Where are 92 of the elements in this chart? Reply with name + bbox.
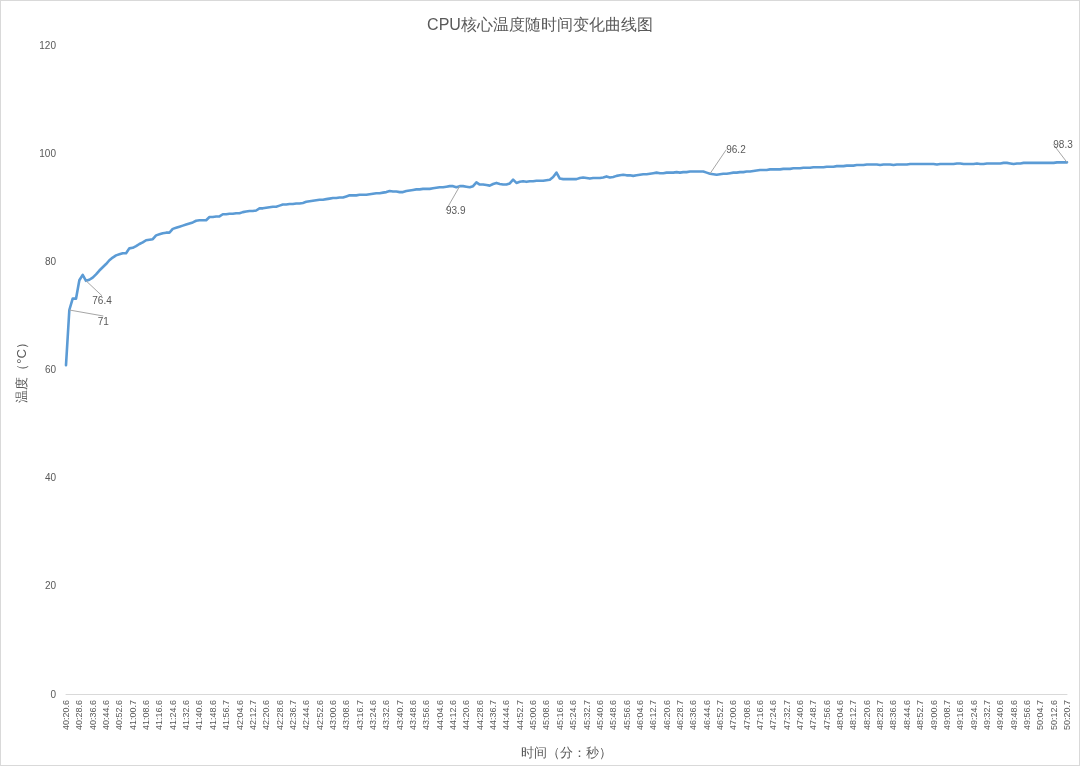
x-tick-label: 42:36.7 xyxy=(287,700,298,731)
data-label: 71 xyxy=(97,315,110,327)
x-tick-label: 46:20.6 xyxy=(661,700,672,731)
x-tick-label: 46:44.6 xyxy=(701,700,712,731)
x-tick-label: 48:12.7 xyxy=(848,700,859,731)
x-tick-label: 48:36.6 xyxy=(888,700,899,731)
y-axis-title: 温度（°C） xyxy=(14,336,30,403)
x-axis-title: 时间（分：秒） xyxy=(521,745,612,760)
x-tick-label: 41:08.6 xyxy=(141,700,152,731)
y-tick-label: 40 xyxy=(44,472,57,484)
x-tick-label: 50:04.7 xyxy=(1035,700,1046,731)
x-tick-label: 45:24.6 xyxy=(568,700,579,731)
x-tick-label: 45:40.6 xyxy=(594,700,605,731)
x-tick-label: 49:48.6 xyxy=(1008,700,1019,731)
x-tick-label: 45:16.6 xyxy=(554,700,565,731)
y-tick-label: 0 xyxy=(50,688,57,700)
x-tick-label: 49:08.7 xyxy=(941,700,952,731)
x-tick-label: 50:12.6 xyxy=(1048,700,1059,731)
x-tick-label: 46:36.6 xyxy=(688,700,699,731)
x-tick-label: 45:56.6 xyxy=(621,700,632,731)
x-tick-label: 43:00.6 xyxy=(327,700,338,731)
x-tick-label: 42:28.6 xyxy=(274,700,285,731)
x-tick-label: 46:04.6 xyxy=(634,700,645,731)
x-tick-label: 42:04.6 xyxy=(234,700,245,731)
x-tick-label: 41:24.6 xyxy=(167,700,178,731)
x-tick-label: 48:04.6 xyxy=(835,700,846,731)
x-tick-label: 48:20.6 xyxy=(861,700,872,731)
x-tick-label: 49:40.6 xyxy=(995,700,1006,731)
x-tick-label: 48:44.6 xyxy=(901,700,912,731)
x-tick-label: 50:20.7 xyxy=(1062,700,1072,731)
x-tick-label: 49:16.6 xyxy=(955,700,966,731)
x-tick-label: 40:52.6 xyxy=(114,700,125,731)
x-tick-label: 47:00.6 xyxy=(728,700,739,731)
x-tick-label: 40:44.6 xyxy=(101,700,112,731)
line-series xyxy=(64,161,1069,367)
x-tick-label: 47:32.7 xyxy=(781,700,792,731)
data-label: 98.3 xyxy=(1053,138,1074,150)
x-tick-label: 46:28.7 xyxy=(674,700,685,731)
x-tick-label: 47:56.6 xyxy=(821,700,832,731)
y-tick-label: 80 xyxy=(44,255,57,267)
x-tick-label: 41:40.6 xyxy=(194,700,205,731)
y-tick-label: 20 xyxy=(44,580,57,592)
data-label: 76.4 xyxy=(92,295,113,307)
x-tick-label: 48:52.7 xyxy=(915,700,926,731)
x-tick-label: 49:56.6 xyxy=(1021,700,1032,731)
x-tick-label: 44:12.6 xyxy=(448,700,459,731)
x-tick-label: 41:16.6 xyxy=(154,700,165,731)
x-tick-label: 46:52.7 xyxy=(714,700,725,731)
x-tick-label: 43:32.6 xyxy=(381,700,392,731)
x-tick-label: 42:20.6 xyxy=(261,700,272,731)
x-tick-label: 41:56.7 xyxy=(221,700,232,731)
x-tick-label: 44:04.6 xyxy=(434,700,445,731)
x-tick-label: 43:48.6 xyxy=(408,700,419,731)
x-tick-label: 43:16.7 xyxy=(354,700,365,731)
y-tick-label: 120 xyxy=(39,39,57,51)
x-tick-label: 49:00.6 xyxy=(928,700,939,731)
x-tick-label: 42:12.7 xyxy=(247,700,258,731)
x-tick-label: 41:32.6 xyxy=(181,700,192,731)
x-tick-label: 42:44.6 xyxy=(301,700,312,731)
x-tick-label: 46:12.7 xyxy=(648,700,659,731)
x-tick-label: 47:24.6 xyxy=(768,700,779,731)
x-tick-label: 43:24.6 xyxy=(367,700,378,731)
y-tick-label: 60 xyxy=(44,364,57,375)
x-tick-label: 48:28.7 xyxy=(875,700,886,731)
x-tick-label: 43:40.7 xyxy=(394,700,405,731)
data-label: 96.2 xyxy=(726,144,747,156)
y-tick-label: 100 xyxy=(39,147,57,159)
x-tick-label: 40:36.6 xyxy=(87,700,98,731)
x-tick-label: 42:52.6 xyxy=(314,700,325,731)
chart-title: CPU核心温度随时间变化曲线图 xyxy=(427,15,653,33)
data-label: 93.9 xyxy=(445,204,466,216)
x-tick-label: 44:20.6 xyxy=(461,700,472,731)
x-tick-label: 47:16.6 xyxy=(755,700,766,731)
x-tick-label: 44:44.6 xyxy=(501,700,512,731)
x-tick-label: 45:08.6 xyxy=(541,700,552,731)
x-tick-label: 43:08.6 xyxy=(341,700,352,731)
x-tick-label: 44:52.7 xyxy=(514,700,525,731)
x-tick-label: 44:28.6 xyxy=(474,700,485,731)
x-tick-label: 45:00.6 xyxy=(528,700,539,731)
x-tick-label: 43:56.6 xyxy=(421,700,432,731)
x-tick-label: 47:40.6 xyxy=(795,700,806,731)
x-tick-label: 41:48.6 xyxy=(207,700,218,731)
x-tick-label: 40:28.6 xyxy=(74,700,85,731)
x-tick-label: 49:32.7 xyxy=(981,700,992,731)
x-tick-label: 41:00.7 xyxy=(127,700,138,731)
x-tick-label: 49:24.6 xyxy=(968,700,979,731)
x-tick-label: 47:48.7 xyxy=(808,700,819,731)
x-tick-label: 40:20.6 xyxy=(61,700,71,731)
x-tick-label: 45:48.6 xyxy=(608,700,619,731)
x-tick-label: 45:32.7 xyxy=(581,700,592,731)
x-tick-label: 44:36.7 xyxy=(488,700,499,731)
x-tick-label: 47:08.6 xyxy=(741,700,752,731)
